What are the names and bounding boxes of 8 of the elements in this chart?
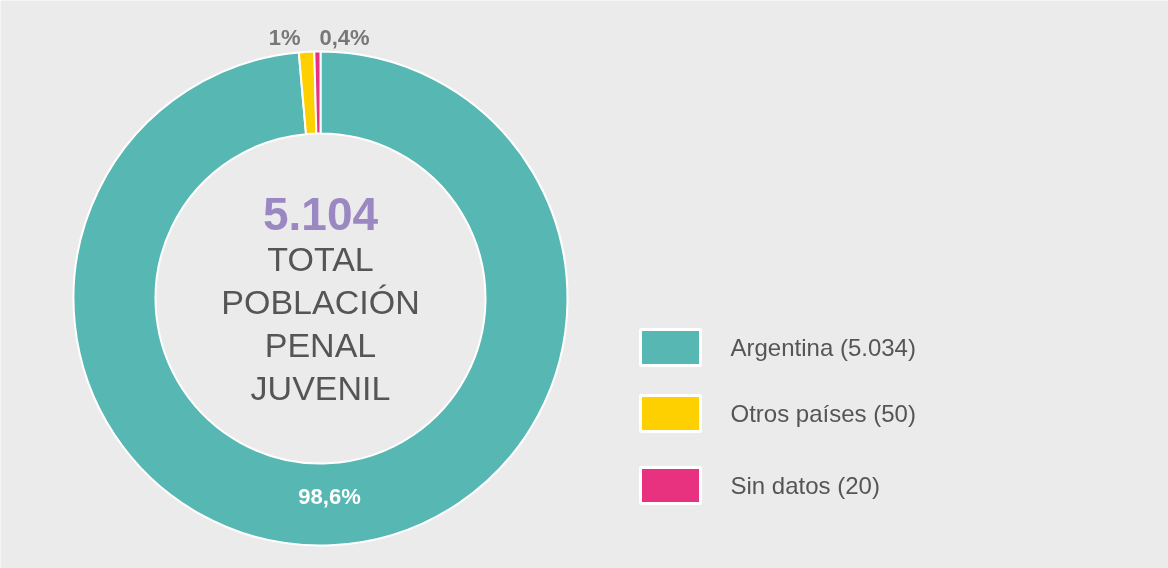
legend-label: Otros países (50)	[730, 400, 916, 427]
data-label: 1%	[268, 25, 301, 50]
legend-label: Argentina (5.034)	[730, 334, 916, 361]
data-label: 98,6%	[298, 483, 361, 509]
text: TOTAL POBLACIÓN PENAL JUVENIL	[221, 239, 420, 407]
data-label: 0,4%	[319, 25, 370, 50]
legend-label: Sin datos (20)	[730, 472, 880, 499]
text: 5.104	[262, 187, 379, 240]
